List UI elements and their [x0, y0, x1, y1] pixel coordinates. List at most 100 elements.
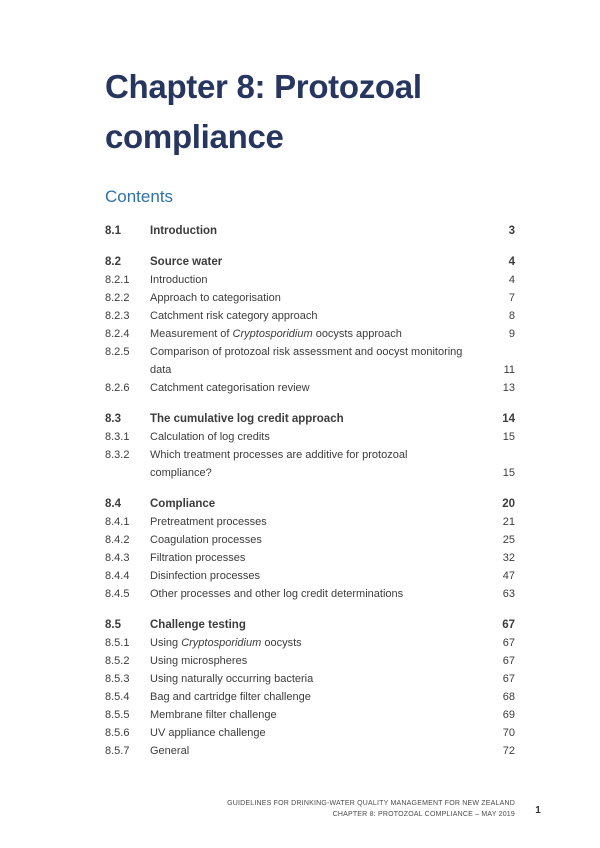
toc-entry-page: 69 [472, 706, 515, 724]
page-number: 1 [535, 805, 541, 816]
toc-entry-page-value: 69 [502, 709, 515, 721]
toc-entry-page-value: 11 [503, 364, 515, 376]
toc-title-text: Catchment categorisation review [150, 382, 310, 394]
toc-entry-page-value: 15 [502, 431, 515, 443]
toc-entry-row: 8.5.2 Using microspheres 67 [105, 652, 515, 670]
toc-entry-title: Filtration processes [150, 549, 472, 567]
toc-entry-row: 8.5.1 Using Cryptosporidium oocysts 67 [105, 634, 515, 652]
toc-title-text: UV appliance challenge [150, 727, 266, 739]
page-footer: GUIDELINES FOR DRINKING-WATER QUALITY MA… [227, 798, 515, 820]
toc-entry-number: 8.2.2 [105, 292, 130, 304]
toc-entry-number: 8.2.5 [105, 346, 130, 358]
toc-entry-number: 8.3.1 [105, 431, 130, 443]
toc-entry-page: 11 [472, 343, 515, 379]
toc-title-text: Membrane filter challenge [150, 709, 277, 721]
toc-section-row: 8.3 The cumulative log credit approach 14 [105, 410, 515, 428]
toc-entry-page: 32 [472, 549, 515, 567]
toc-entry-row: 8.4.3 Filtration processes 32 [105, 549, 515, 567]
toc-entry-number: 8.4.4 [105, 570, 130, 582]
toc-title-text: Introduction [150, 225, 218, 237]
toc-entry-row: 8.5.5 Membrane filter challenge 69 [105, 706, 515, 724]
toc-entry-number: 8.5 [105, 619, 121, 631]
toc-entry-number: 8.2 [105, 256, 121, 268]
toc-entry-title: Calculation of log credits [150, 428, 472, 446]
toc-entry-number: 8.4.3 [105, 552, 130, 564]
toc-entry-row: 8.2.3 Catchment risk category approach 8 [105, 307, 515, 325]
toc-title-text: Using naturally occurring bacteria [150, 673, 314, 685]
toc-entry-title: Membrane filter challenge [150, 706, 472, 724]
toc-entry-number: 8.5.5 [105, 709, 130, 721]
toc-entry-page: 21 [472, 513, 515, 531]
toc-entry-number: 8.4.5 [105, 588, 130, 600]
toc-entry-title: UV appliance challenge [150, 724, 472, 742]
toc-title-text: Source water [150, 256, 223, 268]
toc-entry-row: 8.2.4 Measurement of Cryptosporidium oocy… [105, 325, 515, 343]
toc-entry-title: Introduction [150, 271, 472, 289]
toc-entry-page: 20 [472, 495, 515, 513]
toc-entry-page: 68 [472, 688, 515, 706]
toc-entry-title: Coagulation processes [150, 531, 472, 549]
toc-entry-number: 8.2.1 [105, 274, 130, 286]
toc-entry-page-value: 72 [502, 745, 515, 757]
toc-entry-page: 3 [472, 222, 515, 240]
toc-entry-page: 15 [472, 428, 515, 446]
toc-entry-title: Disinfection processes [150, 567, 472, 585]
toc-entry-page: 8 [472, 307, 515, 325]
toc-entry-row: 8.4.5 Other processes and other log credi… [105, 585, 515, 603]
toc-entry-title: Challenge testing [150, 616, 472, 634]
toc-entry-title: Bag and cartridge filter challenge [150, 688, 472, 706]
toc-title-text: oocysts approach [312, 328, 402, 340]
toc-title-text: Other processes and other log credit det… [150, 588, 404, 600]
toc-entry-page: 4 [472, 271, 515, 289]
toc-entry-page-value: 32 [502, 552, 515, 564]
toc-entry-number: 8.5.3 [105, 673, 130, 685]
toc-entry-page-value: 4 [508, 274, 515, 286]
toc-entry-number: 8.4.2 [105, 534, 130, 546]
toc-title-text: Which treatment processes are additive f… [150, 449, 408, 479]
toc-section-row: 8.1 Introduction 3 [105, 222, 515, 240]
toc-entry-number: 8.5.4 [105, 691, 130, 703]
toc-title-text: General [150, 745, 190, 757]
contents-heading: Contents [105, 187, 174, 206]
toc-entry-page: 25 [472, 531, 515, 549]
toc-entry-page-value: 9 [508, 328, 515, 340]
toc-title-text: Challenge testing [150, 619, 246, 631]
toc-entry-page-value: 25 [502, 534, 515, 546]
toc-section-row: 8.5 Challenge testing 67 [105, 616, 515, 634]
toc-entry-page-value: 4 [508, 256, 515, 268]
toc-entry-page: 63 [472, 585, 515, 603]
toc-title-text: The cumulative log credit approach [150, 413, 344, 425]
toc-entry-title: Using microspheres [150, 652, 472, 670]
toc-title-text: Bag and cartridge filter challenge [150, 691, 311, 703]
toc-entry-page: 9 [472, 325, 515, 343]
toc-entry-page: 67 [472, 652, 515, 670]
chapter-title: Chapter 8: Protozoal compliance [105, 68, 422, 155]
toc-entry-page-value: 3 [508, 225, 515, 237]
toc-entry-number: 8.4.1 [105, 516, 130, 528]
toc-entry-row: 8.5.6 UV appliance challenge 70 [105, 724, 515, 742]
toc-entry-page: 14 [472, 410, 515, 428]
toc-entry-title: Compliance [150, 495, 472, 513]
toc-entry-number: 8.1 [105, 225, 121, 237]
toc-title-text: Introduction [150, 274, 208, 286]
toc-title-text: Using microspheres [150, 655, 248, 667]
toc-entry-page: 47 [472, 567, 515, 585]
toc-entry-page-value: 20 [502, 498, 515, 510]
toc-entry-page: 67 [472, 634, 515, 652]
toc-title-italic-text: Cryptosporidium [232, 328, 313, 340]
toc-entry-page-value: 67 [502, 619, 515, 631]
toc-entry-page-value: 47 [502, 570, 515, 582]
toc-entry-title: Which treatment processes are additive f… [150, 446, 472, 482]
toc-title-text: Measurement of [150, 328, 233, 340]
toc-entry-number: 8.2.6 [105, 382, 130, 394]
toc-entry-page-value: 67 [502, 655, 515, 667]
toc-entry-row: 8.2.2 Approach to categorisation 7 [105, 289, 515, 307]
toc-entry-row: 8.4.1 Pretreatment processes 21 [105, 513, 515, 531]
toc-entry-number: 8.5.2 [105, 655, 130, 667]
toc-entry-title: Approach to categorisation [150, 289, 472, 307]
toc-entry-number: 8.3 [105, 413, 121, 425]
toc-entry-row: 8.5.3 Using naturally occurring bacteria 6… [105, 670, 515, 688]
toc-entry-row: 8.2.1 Introduction 4 [105, 271, 515, 289]
toc-entry-page: 4 [472, 253, 515, 271]
